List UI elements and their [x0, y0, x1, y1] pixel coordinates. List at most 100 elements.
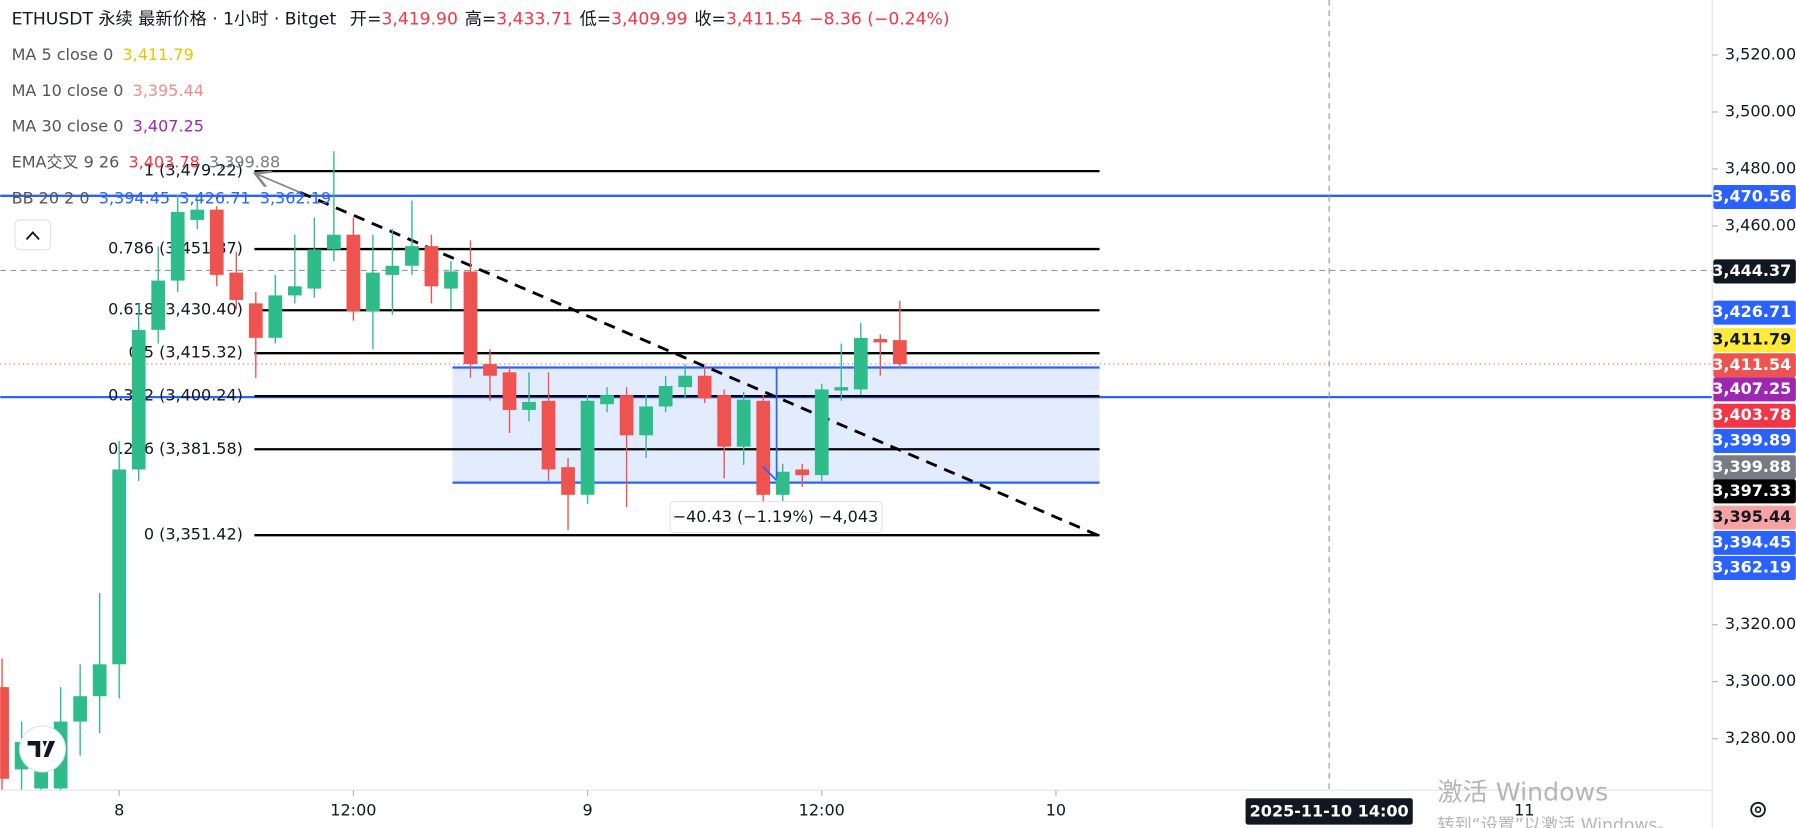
candle-body: [73, 696, 88, 722]
candle-body: [775, 471, 790, 495]
y-tick-label: 3,480.00: [1725, 158, 1796, 177]
candle-body: [600, 395, 614, 405]
measure-arrow-head: [762, 466, 778, 481]
price-badge: [1713, 428, 1796, 453]
price-badge-label: 3,395.44: [1712, 507, 1791, 526]
indicator-value: 3,426.71: [179, 188, 250, 207]
price-badge: [1713, 403, 1796, 428]
price-badge-label: 3,426.71: [1712, 302, 1791, 321]
indicator-value: 3,362.19: [260, 188, 331, 207]
candle-body: [385, 265, 400, 275]
indicator-name: MA 5 close 0: [12, 44, 114, 63]
candle-body: [561, 467, 575, 495]
candle-body: [92, 664, 107, 697]
settings-icon[interactable]: [1750, 801, 1766, 818]
fib-label: 0.5 (3,415.32): [129, 343, 243, 362]
price-badge-label: 3,399.89: [1712, 430, 1791, 449]
symbol: ETHUSDT 永续 最新价格 · 1小时 · Bitget: [12, 9, 337, 29]
price-badge: [1713, 377, 1796, 402]
watermark: 转到“设置”以激活 Windows。: [1437, 816, 1674, 828]
candle-body: [307, 249, 322, 289]
x-tick-label: 8: [114, 800, 124, 819]
indicator-name: EMA交叉 9 26: [12, 152, 120, 171]
price-badge: [1713, 556, 1796, 581]
ohlc-value: 3,411.54: [726, 9, 802, 29]
price-badge: [1713, 479, 1796, 504]
indicator-value: 3,395.44: [133, 80, 204, 99]
candle-body: [405, 246, 419, 266]
ohlc-value: 3,433.71: [496, 9, 572, 29]
candle-body: [502, 372, 517, 410]
indicator: BB 20 2 0 3,394.45 3,426.71 3,362.19: [12, 188, 331, 207]
price-badge-label: 3,394.45: [1712, 532, 1791, 551]
price-badge-label: 3,411.54: [1712, 355, 1791, 374]
candle-body: [287, 286, 302, 296]
indicator-value: 3,394.45: [99, 188, 170, 207]
candle-body: [190, 209, 205, 220]
candle-body: [678, 375, 693, 388]
price-badge: [1713, 530, 1796, 555]
indicator-value: 3,399.88: [209, 152, 280, 171]
candle-body: [131, 329, 146, 470]
price-badge: [1713, 184, 1796, 210]
candle-body: [483, 364, 497, 376]
fib-label: 0.618 (3,430.40): [108, 300, 243, 319]
candle-body: [658, 385, 673, 407]
x-tick-label: 12:00: [330, 800, 376, 819]
x-tick-label: 9: [582, 800, 592, 819]
ohlc-label: 高=: [465, 9, 497, 29]
indicator-value: 3,411.79: [122, 44, 193, 63]
candle-body: [756, 400, 771, 495]
crosshair-time-label: 2025-11-10 14:00: [1250, 801, 1409, 820]
fib-label: 0.382 (3,400.24): [108, 386, 243, 405]
y-tick-label: 3,520.00: [1725, 44, 1796, 63]
candle-body: [326, 234, 341, 250]
candle-body: [151, 280, 166, 330]
price-badge-label: 3,362.19: [1712, 558, 1791, 577]
measure-label: −40.43 (−1.19%) −4,043: [673, 507, 879, 526]
indicator: EMA交叉 9 26 3,403.78 3,399.88: [12, 152, 281, 171]
y-tick-label: 3,300.00: [1725, 671, 1796, 690]
price-badge: [1713, 259, 1796, 284]
candle-body: [444, 271, 458, 289]
candle-body: [34, 767, 48, 789]
ohlc-label: 收=: [694, 9, 726, 29]
indicator-value: 3,403.78: [128, 152, 199, 171]
tv-logo[interactable]: [19, 725, 66, 773]
candle-body: [795, 469, 810, 476]
candle-body: [209, 209, 224, 275]
price-badge-label: 3,470.56: [1712, 186, 1791, 205]
price-badge-label: 3,399.88: [1712, 457, 1791, 476]
candle-body: [853, 337, 868, 390]
price-badge: [1713, 328, 1796, 353]
x-tick-label: 12:00: [799, 800, 845, 819]
price-badge-label: 3,411.79: [1712, 330, 1791, 349]
indicator-name: MA 10 close 0: [12, 80, 124, 99]
candle-body: [736, 399, 751, 447]
ohlc-label: 开=: [350, 9, 382, 29]
candle-body: [346, 234, 361, 312]
candle-body: [619, 395, 634, 436]
candle-body: [834, 387, 849, 391]
collapse-button[interactable]: [14, 219, 52, 251]
price-badge: [1713, 505, 1796, 530]
candle-body: [697, 375, 712, 399]
ohlc-label: 低=: [580, 9, 612, 29]
price-badge-label: 3,407.25: [1712, 379, 1791, 398]
indicator: MA 30 close 0 3,407.25: [12, 116, 204, 135]
indicator: MA 5 close 0 3,411.79: [12, 44, 194, 63]
price-badge: [1713, 353, 1796, 378]
candle-body: [366, 272, 380, 312]
candle-body: [814, 389, 829, 476]
y-tick-label: 3,320.00: [1725, 614, 1796, 633]
candle-body: [0, 687, 9, 779]
candle-body: [639, 406, 653, 436]
price-badge: [1713, 455, 1796, 480]
change: −8.36 (−0.24%): [809, 9, 949, 29]
candle-body: [112, 469, 127, 665]
y-tick-label: 3,280.00: [1725, 728, 1796, 747]
x-tick-label: 10: [1046, 800, 1066, 819]
